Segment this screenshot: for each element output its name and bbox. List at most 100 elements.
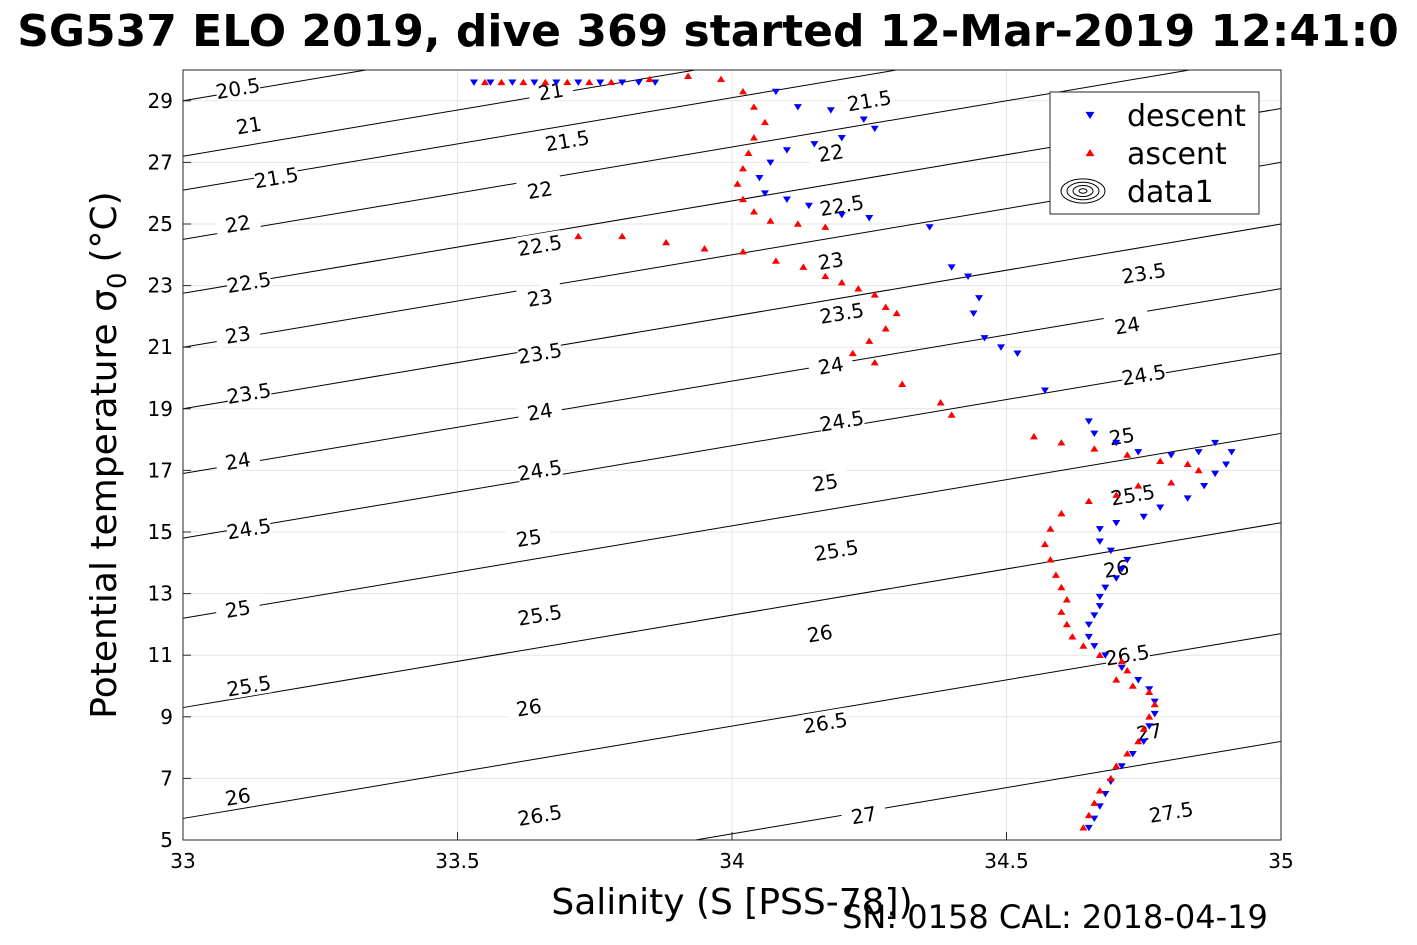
legend-label-descent: descent: [1127, 99, 1246, 134]
contour-label-bg: [214, 72, 262, 102]
ascent-point: [480, 78, 489, 86]
ascent-point: [1068, 633, 1077, 640]
ascent-point: [1057, 608, 1066, 615]
descent-point: [766, 159, 775, 166]
contour-label-bg: [214, 319, 262, 349]
descent-point: [975, 295, 984, 302]
legend-label-data1: data1: [1127, 175, 1214, 210]
contour-label-bg: [516, 396, 564, 426]
contour-label-bg: [818, 405, 866, 435]
descent-point: [1222, 461, 1231, 468]
contour-label: 23: [525, 284, 554, 312]
ascent-point: [749, 134, 758, 141]
descent-point: [1095, 803, 1104, 810]
descent-point: [596, 79, 605, 86]
ascent-point: [870, 291, 879, 298]
contour-label-bg: [812, 534, 860, 564]
x-tick-label: 34: [719, 849, 744, 873]
contour-label: 24: [525, 398, 554, 426]
ascent-point: [744, 149, 753, 156]
ascent-point: [1046, 525, 1055, 532]
y-tick-label: 11: [148, 643, 173, 667]
descent-point: [1139, 513, 1148, 521]
descent-point: [1101, 791, 1110, 798]
ascent-point: [1139, 725, 1148, 732]
ascent-point: [766, 217, 775, 224]
ascent-point: [519, 78, 528, 86]
ascent-point: [854, 285, 863, 292]
contour-label: 25: [223, 595, 252, 623]
contour-label-bg: [516, 799, 564, 829]
contour-label-bg: [252, 162, 300, 192]
ascent-point: [898, 380, 907, 387]
x-tick-label: 33.5: [435, 849, 480, 873]
ascent-point: [1183, 460, 1192, 468]
ascent-point: [607, 78, 616, 86]
ascent-point: [1112, 676, 1121, 683]
y-tick-label: 15: [148, 520, 173, 544]
contour-label-bg: [225, 670, 273, 700]
descent-point: [1183, 495, 1192, 502]
ascent-point: [1106, 774, 1115, 782]
descent-point: [1117, 763, 1126, 770]
ascent-point: [1123, 750, 1132, 757]
descent-point: [771, 88, 780, 96]
legend-box: [1049, 91, 1260, 215]
descent-point: [1090, 815, 1099, 823]
ascent-point: [865, 337, 874, 344]
x-tick-label: 33: [170, 849, 195, 873]
contour-line: [182, 633, 1282, 819]
contour-label: 26: [223, 783, 252, 811]
ascent-point: [821, 223, 830, 230]
y-tick-label: 9: [160, 705, 173, 729]
contour-line: [182, 223, 1282, 410]
descent-point: [1145, 723, 1154, 730]
descent-point: [634, 79, 643, 86]
contour-label: 21: [234, 111, 263, 139]
descent-point: [782, 147, 791, 154]
contour-label: 25: [1107, 423, 1136, 451]
descent-point: [870, 125, 879, 133]
legend-contour-icon: [1078, 188, 1088, 194]
descent-point: [469, 79, 478, 86]
contour-label-bg: [225, 513, 273, 543]
ascent-point: [618, 232, 627, 240]
descent-point: [859, 116, 868, 123]
contour-label-bg: [801, 707, 849, 737]
contour-label-bg: [801, 467, 849, 497]
descent-point: [1112, 575, 1121, 582]
contour-label-bg: [840, 799, 888, 829]
descent-point: [1095, 593, 1104, 601]
descent-point: [826, 107, 835, 114]
descent-point: [1084, 824, 1093, 832]
contour-label: 22: [816, 139, 845, 167]
contour-label-bg: [1120, 359, 1168, 389]
descent-point: [1090, 643, 1099, 650]
ascent-point: [738, 195, 747, 203]
x-tick-label: 35: [1268, 849, 1293, 873]
descent-point: [552, 79, 561, 86]
ascent-point: [700, 245, 709, 252]
ascent-point: [1090, 445, 1099, 452]
ascent-point: [497, 78, 506, 86]
descent-point: [1150, 710, 1159, 718]
contour-label-bg: [516, 599, 564, 629]
legend-label-ascent: ascent: [1127, 137, 1227, 172]
descent-point: [651, 79, 660, 86]
ascent-point: [1156, 457, 1165, 464]
descent-point: [1128, 750, 1137, 758]
ascent-point: [821, 272, 830, 280]
descent-point: [1117, 566, 1126, 573]
ascent-point: [1079, 642, 1088, 649]
series-descent: [469, 79, 1236, 832]
descent-point: [755, 175, 764, 182]
y-tick-label: 13: [148, 582, 173, 606]
descent-point: [865, 215, 874, 222]
contour-label-bg: [225, 109, 273, 139]
ascent-point: [1167, 479, 1176, 486]
contour-label-bg: [1098, 421, 1146, 451]
ascent-point: [1062, 620, 1071, 628]
contour-label-bg: [818, 190, 866, 220]
descent-point: [1112, 519, 1121, 527]
descent-point: [1101, 584, 1110, 592]
